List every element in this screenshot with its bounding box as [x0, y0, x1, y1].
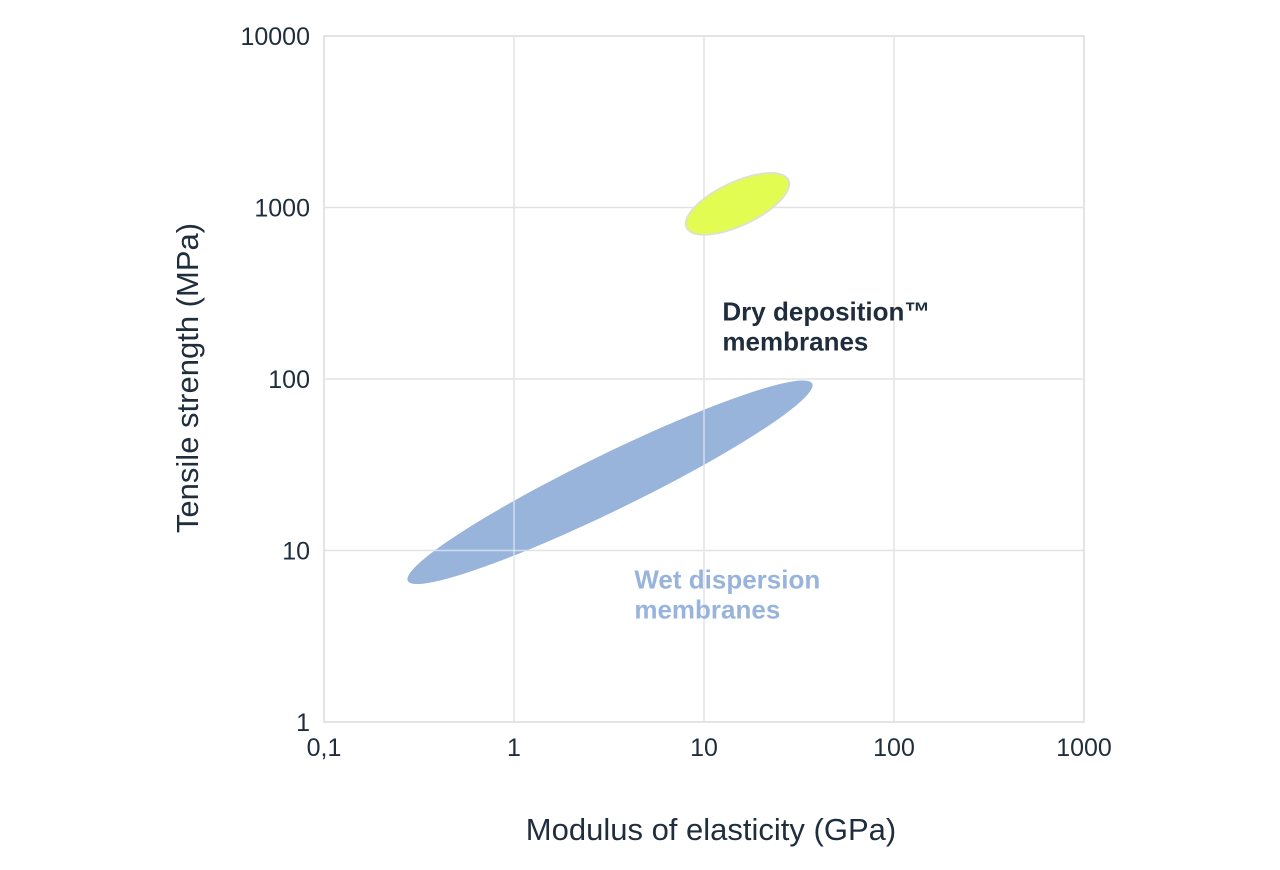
x-tick-label: 100 — [873, 734, 915, 762]
x-tick-label: 0,1 — [307, 734, 342, 762]
x-axis-title: Modulus of elasticity (GPa) — [526, 812, 896, 847]
region-label-wet: Wet dispersion membranes — [634, 565, 820, 625]
y-tick-label: 1000 — [254, 195, 310, 223]
region-label-line: Wet dispersion — [634, 565, 820, 595]
region-label-line: Dry deposition™ — [722, 296, 930, 326]
region-dry — [684, 172, 791, 236]
x-tick-label: 1 — [507, 734, 521, 762]
x-tick-label: 10 — [690, 734, 718, 762]
y-tick-label: 10000 — [240, 23, 310, 51]
y-tick-label: 100 — [268, 366, 310, 394]
y-tick-label: 10 — [282, 538, 310, 566]
region-label-line: membranes — [722, 326, 868, 356]
x-tick-label: 1000 — [1056, 734, 1112, 762]
region-label-dry: Dry deposition™ membranes — [722, 296, 930, 356]
region-wet — [407, 380, 813, 585]
region-label-line: membranes — [634, 595, 780, 625]
y-tick-label: 1 — [296, 709, 310, 737]
y-axis-title: Tensile strength (MPa) — [170, 223, 205, 533]
